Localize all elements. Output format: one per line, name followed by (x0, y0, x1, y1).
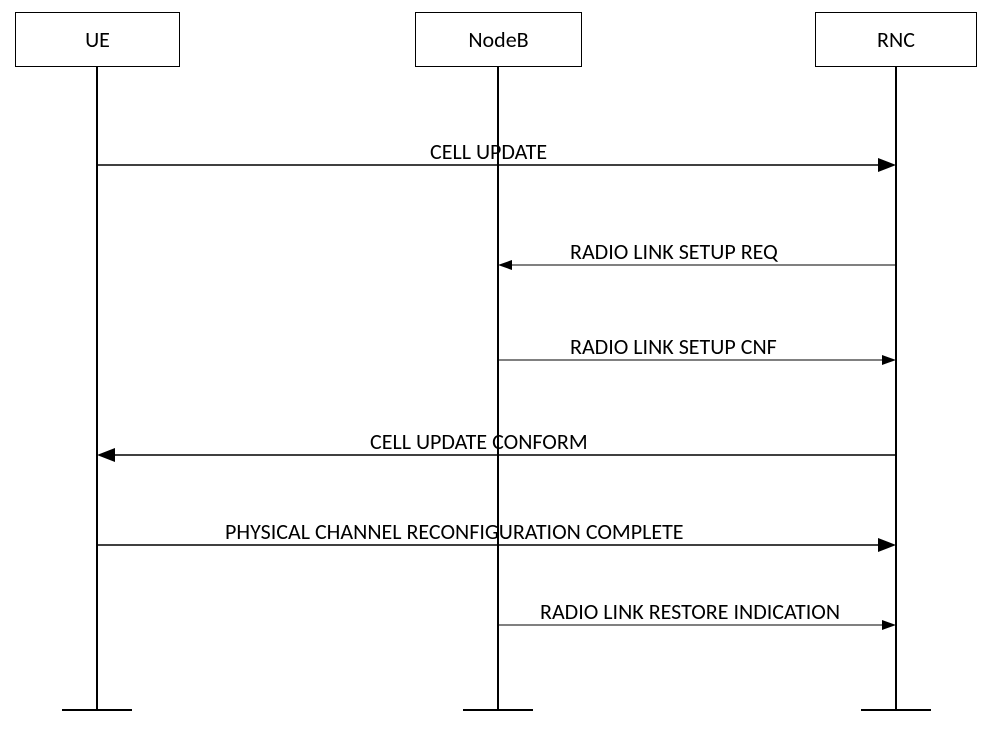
participant-nodeb: NodeB (415, 12, 582, 67)
arrowhead-cell-update (878, 158, 896, 172)
arrowhead-radio-link-setup-cnf (882, 355, 896, 365)
msg-label-radio-link-setup-req: RADIO LINK SETUP REQ (570, 238, 778, 265)
msg-label-cell-update-conform: CELL UPDATE CONFORM (370, 428, 588, 455)
msg-label-cell-update: CELL UPDATE (430, 138, 547, 165)
msg-label-physical-channel-reconfig: PHYSICAL CHANNEL RECONFIGURATION COMPLET… (225, 518, 684, 545)
participant-label-ue: UE (85, 26, 110, 53)
arrowhead-cell-update-conform (97, 448, 115, 462)
arrowhead-physical-channel-reconfig (878, 538, 896, 552)
sequence-diagram: UE NodeB RNC CELL UPDATE RADIO LINK SETU… (0, 0, 1000, 736)
sequence-svg (0, 0, 1000, 736)
participant-ue: UE (15, 12, 180, 67)
participant-label-nodeb: NodeB (468, 26, 528, 53)
msg-label-radio-link-setup-cnf: RADIO LINK SETUP CNF (570, 333, 777, 360)
participant-label-rnc: RNC (877, 26, 915, 53)
msg-label-radio-link-restore: RADIO LINK RESTORE INDICATION (540, 598, 840, 625)
arrowhead-radio-link-setup-req (498, 260, 512, 270)
arrowhead-radio-link-restore (882, 620, 896, 630)
participant-rnc: RNC (815, 12, 977, 67)
